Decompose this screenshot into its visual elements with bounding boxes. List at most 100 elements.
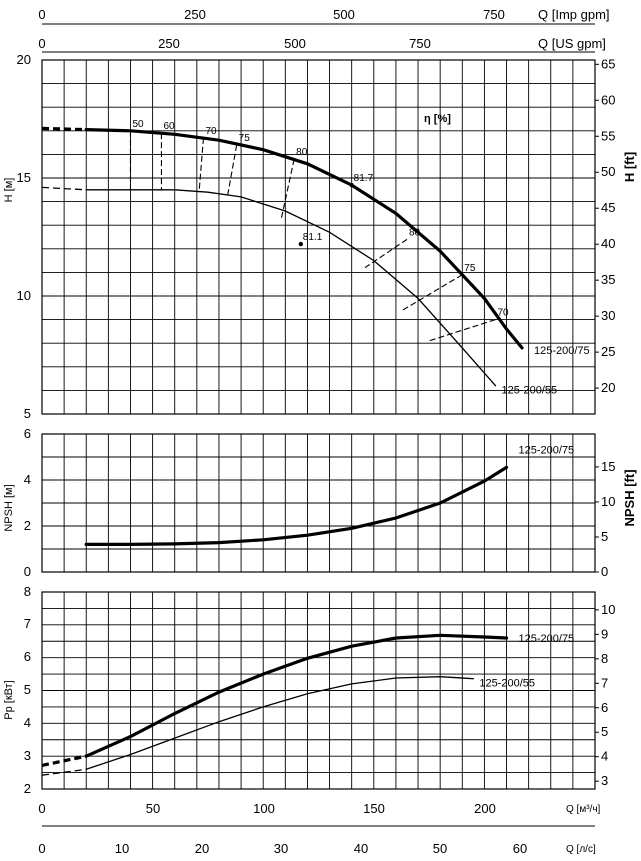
y2-tick-label: 0	[601, 564, 608, 579]
npsh-y-label: NPSH [м]	[3, 484, 15, 531]
y2-tick-label: 10	[601, 494, 615, 509]
imp-tick: 500	[333, 7, 355, 22]
npsh-y-tick: 4	[24, 472, 31, 487]
bottom-axes: 0 50 100 150 200 Q [м³/ч] 0 10 20 30 40 …	[38, 801, 600, 856]
series-label: 125-200/75	[519, 444, 575, 456]
y2-tick-label: 45	[601, 200, 615, 215]
power-panel-grid	[41, 591, 596, 790]
power-y-tick: 6	[24, 649, 31, 664]
efficiency-value: 81.7	[354, 173, 374, 184]
head-y2-label: H [ft]	[622, 152, 637, 182]
curve-125-200/75	[84, 465, 509, 546]
head-y-tick: 15	[17, 170, 31, 185]
efficiency-value: 80	[409, 227, 421, 238]
ls-tick: 20	[195, 841, 209, 856]
m3h-tick: 150	[363, 801, 385, 816]
y2-tick-label: 35	[601, 272, 615, 287]
top-axes: Q [Imp gpm] 0 250 500 750 Q [US gpm] 0 2…	[38, 7, 610, 53]
head-y-tick: 20	[17, 52, 31, 67]
ls-tick: 40	[354, 841, 368, 856]
power-y-tick: 7	[24, 616, 31, 631]
efficiency-value: 81.1	[303, 232, 323, 243]
efficiency-line	[198, 137, 205, 193]
us-tick: 500	[284, 36, 306, 51]
efficiency-value: 75	[464, 263, 476, 274]
series-label: 125-200/55	[479, 678, 535, 690]
head-y-label: H [м]	[3, 178, 15, 203]
y2-tick-label: 20	[601, 380, 615, 395]
m3h-label: Q [м³/ч]	[566, 804, 601, 815]
ls-tick: 0	[38, 841, 45, 856]
m3h-tick: 50	[146, 801, 160, 816]
series-label: 125-200/75	[519, 633, 575, 645]
curve-125-200/55	[85, 189, 497, 387]
panel-frame	[41, 433, 596, 573]
y2-tick-label: 4	[601, 749, 608, 764]
npsh-y-tick: 2	[24, 518, 31, 533]
curve-dashed-start	[41, 186, 87, 191]
npsh-panel-grid	[41, 433, 596, 573]
head-y-tick: 10	[17, 288, 31, 303]
curve-dashed-start	[41, 754, 87, 767]
curve-dashed-start	[41, 768, 87, 776]
ls-tick: 60	[513, 841, 527, 856]
y2-tick-label: 25	[601, 344, 615, 359]
ls-label: Q [л/с]	[566, 844, 596, 855]
curve-125-200/75	[84, 128, 524, 350]
y2-tick-label: 7	[601, 675, 608, 690]
head-y2-ticks: 20 25 30 35 40 45 50 55 60 65	[595, 56, 615, 395]
m3h-tick: 0	[38, 801, 45, 816]
y2-tick-label: 60	[601, 92, 615, 107]
imp-tick: 0	[38, 7, 45, 22]
y2-tick-label: 10	[601, 602, 615, 617]
us-tick: 0	[38, 36, 45, 51]
curve-125-200/75	[84, 633, 509, 758]
y2-tick-label: 55	[601, 128, 615, 143]
m3h-tick: 100	[253, 801, 275, 816]
efficiency-value: 80	[296, 147, 308, 158]
power-y-label: Pp [кВт]	[3, 680, 15, 719]
power-y-tick: 4	[24, 715, 31, 730]
ls-tick: 50	[433, 841, 447, 856]
npsh-y-tick: 0	[24, 564, 31, 579]
ls-tick: 30	[274, 841, 288, 856]
y2-tick-label: 65	[601, 56, 615, 71]
efficiency-point	[349, 182, 354, 188]
efficiency-value: 60	[163, 121, 175, 132]
efficiency-line	[364, 238, 408, 269]
curve-dashed-start	[41, 126, 87, 132]
efficiency-value: 75	[239, 133, 251, 144]
efficiency-line	[280, 159, 295, 221]
power-y-tick: 3	[24, 748, 31, 763]
y2-tick-label: 3	[601, 773, 608, 788]
efficiency-line	[428, 319, 496, 342]
power-y-tick: 8	[24, 584, 31, 599]
y2-tick-label: 6	[601, 700, 608, 715]
power-y-tick: 2	[24, 781, 31, 796]
series-label: 125-200/75	[534, 345, 590, 357]
efficiency-value: 70	[205, 126, 217, 137]
efficiency-line	[402, 274, 463, 311]
npsh-y2-ticks: 0 5 10 15	[595, 459, 615, 579]
efficiency-label: η [%]	[424, 113, 451, 125]
efficiency-value: 50	[132, 119, 144, 130]
y2-tick-label: 5	[601, 529, 608, 544]
efficiency-point	[298, 241, 304, 247]
power-y-tick: 5	[24, 682, 31, 697]
imp-gpm-label: Q [Imp gpm]	[538, 7, 610, 22]
imp-tick: 250	[184, 7, 206, 22]
curve-125-200/55	[85, 676, 474, 770]
head-panel-grid	[41, 59, 596, 415]
efficiency-value: 70	[497, 308, 509, 319]
npsh-y-tick: 6	[24, 426, 31, 441]
panel-frame	[41, 591, 596, 790]
npsh-panel-axes: 0 2 4 6 NPSH [м] NPSH [ft] 0 5 10 15	[3, 426, 637, 579]
power-y2-ticks: 3 4 5 6 7 8 9 10	[595, 602, 615, 788]
y2-tick-label: 15	[601, 459, 615, 474]
ls-tick: 10	[115, 841, 129, 856]
performance-curves: 125-200/75 125-200/55 50 60 70 75 80 81.7 81.1 80…	[41, 119, 590, 776]
efficiency-line	[227, 144, 238, 195]
y2-tick-label: 9	[601, 626, 608, 641]
us-tick: 750	[409, 36, 431, 51]
